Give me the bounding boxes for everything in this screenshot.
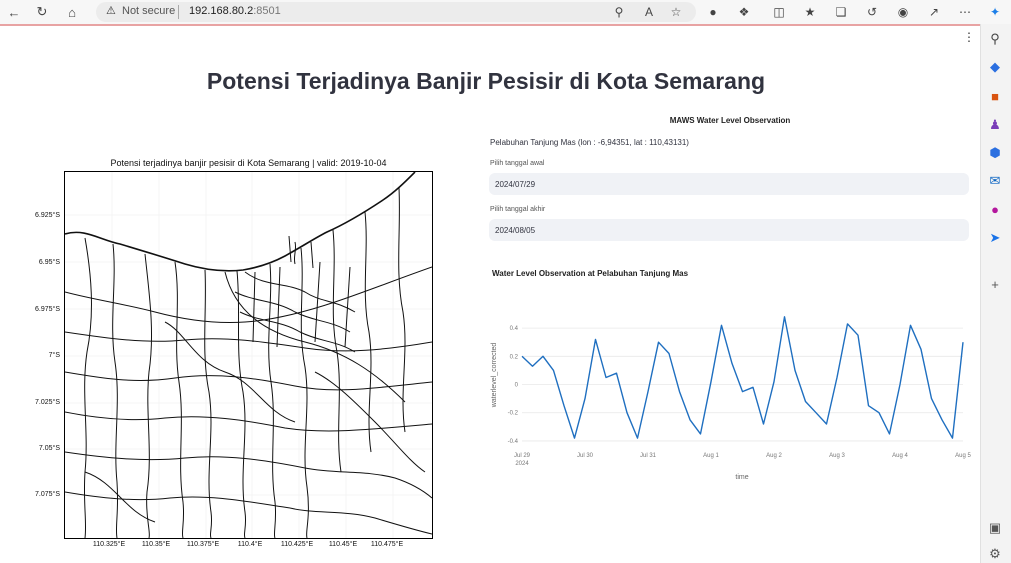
- chart-x-tick: Jul 30: [577, 453, 594, 459]
- station-location: Pelabuhan Tanjung Mas (lon : -6,94351, l…: [490, 138, 689, 147]
- history-icon[interactable]: ↺: [866, 5, 878, 19]
- chart-y-tick: 0.2: [510, 354, 519, 360]
- end-date-input[interactable]: [489, 219, 969, 241]
- page-title: Potensi Terjadinya Banjir Pesisir di Kot…: [206, 68, 766, 94]
- zoom-icon[interactable]: ⚲: [614, 5, 624, 19]
- chart-x-tick: Jul 29: [514, 453, 531, 459]
- app-menu-icon[interactable]: ⋮: [963, 30, 975, 44]
- more-icon[interactable]: ⋯: [959, 5, 971, 19]
- map-x-tick: 110.425°E: [280, 541, 314, 548]
- favorites-icon[interactable]: ★: [804, 5, 816, 19]
- refresh-icon[interactable]: ↻: [36, 4, 48, 19]
- map-x-tick: 110.375°E: [186, 541, 220, 548]
- map-y-tick: 7.025°S: [35, 399, 60, 406]
- tools-icon[interactable]: ■: [991, 88, 999, 104]
- water-level-series-line: [521, 316, 964, 439]
- extension-icon[interactable]: ●: [709, 5, 717, 19]
- map-y-tick: 6.975°S: [35, 306, 60, 313]
- map-x-tick: 110.45°E: [328, 541, 358, 548]
- app-decoration-line: [0, 24, 980, 26]
- url-port: :8501: [253, 5, 281, 17]
- chart-y-tick: -0.2: [508, 411, 519, 417]
- map-x-tick: 110.35°E: [141, 541, 171, 548]
- share-icon[interactable]: ↗: [928, 5, 940, 19]
- settings-icon[interactable]: ⚙: [989, 546, 1001, 561]
- district-boundaries-map: [64, 171, 433, 539]
- end-date-label: Pilih tanggal akhir: [490, 206, 546, 213]
- chart-title: Water Level Observation at Pelabuhan Tan…: [492, 269, 689, 278]
- map-x-tick: 110.4°E: [237, 541, 263, 548]
- chart-y-label: waterlevel_corrected: [491, 343, 498, 409]
- address-bar[interactable]: [96, 2, 696, 22]
- maws-panel-title: MAWS Water Level Observation: [669, 116, 791, 125]
- m365-icon[interactable]: ⬢: [989, 145, 1001, 160]
- games-icon[interactable]: ♟: [989, 117, 1001, 132]
- address-divider: [178, 5, 179, 19]
- screenshot-icon[interactable]: ▣: [988, 520, 1002, 535]
- home-icon[interactable]: ⌂: [68, 4, 76, 20]
- chart-x-tick: Aug 1: [703, 453, 719, 459]
- map-y-tick: 6.925°S: [35, 212, 60, 219]
- send-icon[interactable]: ➤: [989, 230, 1001, 245]
- chart-x-label: time: [735, 474, 748, 481]
- shopping-tag-icon[interactable]: ◆: [990, 59, 1000, 74]
- copilot-icon[interactable]: ✦: [989, 5, 1001, 19]
- url-host: 192.168.80.2: [189, 5, 254, 17]
- start-date-label: Pilih tanggal awal: [490, 160, 545, 167]
- chart-x-tick: Aug 5: [955, 453, 971, 459]
- map-y-tick: 7.075°S: [35, 491, 60, 498]
- map-x-tick: 110.325°E: [92, 541, 126, 548]
- chart-y-tick: -0.4: [508, 439, 519, 445]
- outlook-icon[interactable]: ✉: [989, 173, 1001, 188]
- puzzle-icon[interactable]: ❖: [738, 5, 750, 19]
- collections-icon[interactable]: ❏: [835, 5, 847, 19]
- designer-icon[interactable]: ●: [991, 201, 999, 217]
- water-level-chart: waterlevel_corrected time 0.4 0.2 0 -0.2 -0.…: [491, 316, 971, 481]
- chart-x-tick: Aug 4: [892, 453, 908, 459]
- search-icon[interactable]: ⚲: [990, 31, 1000, 46]
- map-x-tick: 110.475°E: [370, 541, 404, 548]
- chart-x-tick: Aug 2: [766, 453, 782, 459]
- url-text[interactable]: 192.168.80.2:8501: [189, 5, 281, 17]
- map-plot: [64, 171, 433, 539]
- browser-sidebar: [980, 24, 1011, 563]
- map-y-tick: 7°S: [48, 352, 60, 359]
- security-icon[interactable]: ◉: [897, 5, 909, 19]
- chart-y-tick: 0: [515, 383, 519, 389]
- map-y-tick: 7.05°S: [38, 445, 60, 452]
- not-secure-label: Not secure: [122, 5, 176, 17]
- chart-x-tick-year: 2024: [515, 461, 529, 467]
- add-icon[interactable]: +: [991, 276, 999, 292]
- read-aloud-icon[interactable]: A: [644, 5, 653, 19]
- map-title: Potensi terjadinya banjir pesisir di Kot…: [110, 158, 387, 168]
- split-screen-icon[interactable]: ◫: [773, 5, 785, 19]
- start-date-input[interactable]: [489, 173, 969, 195]
- chart-y-tick: 0.4: [510, 326, 519, 332]
- map-y-tick: 6.95°S: [38, 259, 60, 266]
- back-icon[interactable]: ←: [7, 4, 21, 20]
- chart-x-tick: Aug 3: [829, 453, 845, 459]
- warning-icon: ⚠: [106, 5, 116, 17]
- favorite-star-icon[interactable]: ☆: [670, 5, 682, 19]
- chart-x-tick: Jul 31: [640, 453, 657, 459]
